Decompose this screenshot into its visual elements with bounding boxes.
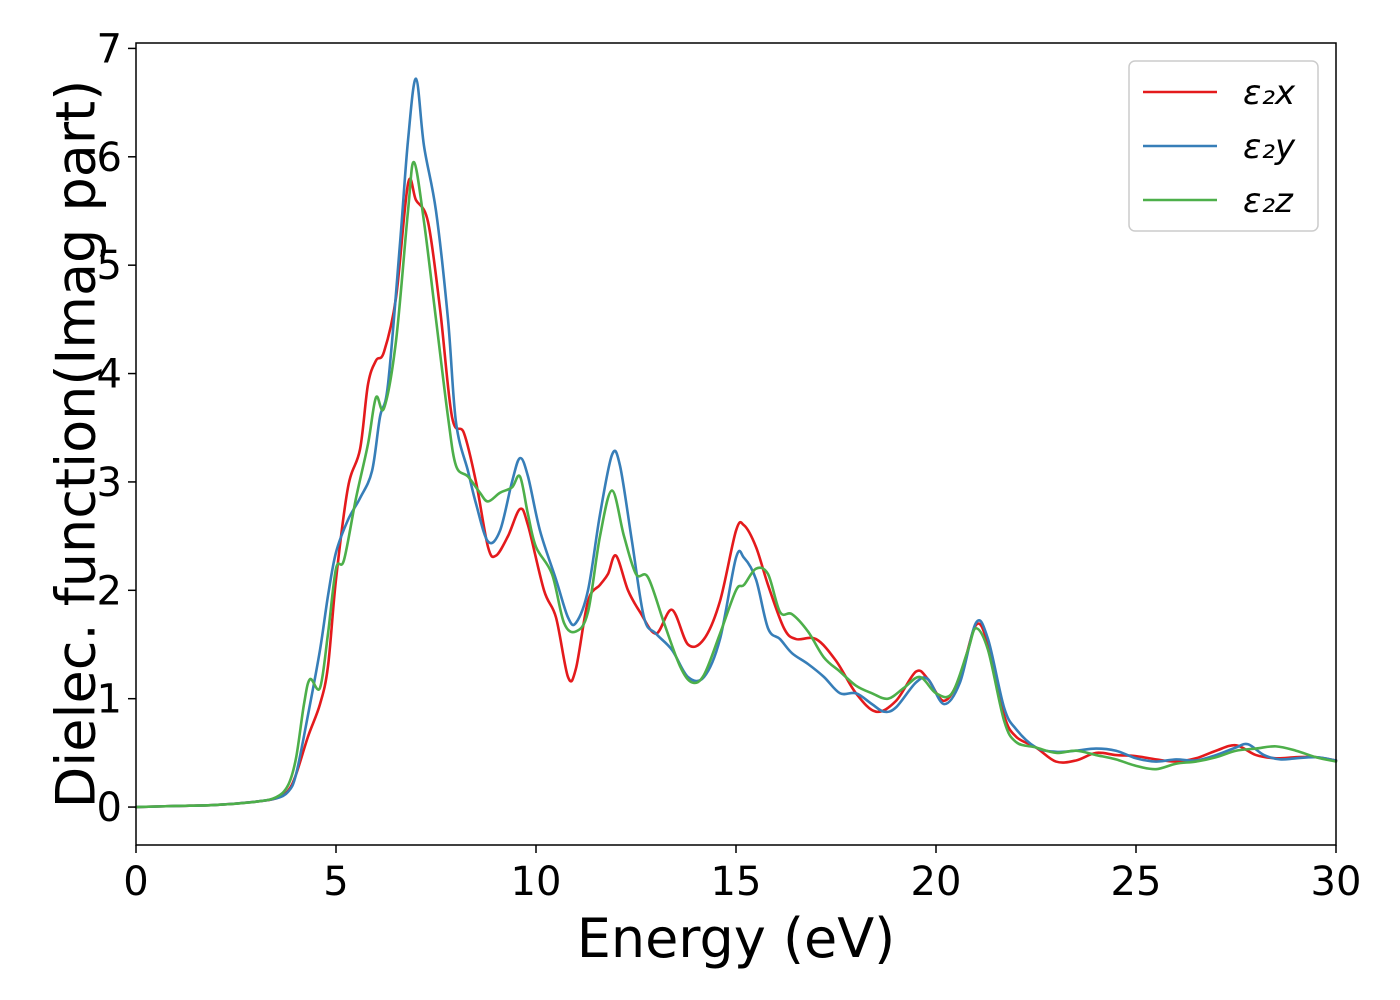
series-group [134,77,1338,809]
x-tick-label: 25 [1111,859,1162,905]
legend-label-2: ε₂y [1243,127,1296,167]
y-tick-label: 2 [97,568,122,614]
y-tick-label: 6 [97,135,122,181]
y-tick-label: 3 [97,460,122,506]
series-line-3 [134,160,1338,809]
x-tick-label: 20 [911,859,962,905]
legend-box [1128,60,1319,232]
plot-area [134,42,1338,846]
y-tick-label: 1 [97,677,122,723]
x-tick-label: 0 [123,859,148,905]
x-tick-label: 30 [1311,859,1362,905]
legend-entries: ε₂x ε₂y ε₂z [1143,73,1296,221]
legend-label-3: ε₂z [1243,181,1294,221]
y-tick-label: 0 [97,785,122,831]
legend-label-1: ε₂x [1243,73,1296,113]
y-tick-label: 5 [97,243,122,289]
y-tick-label: 7 [97,26,122,72]
y-axis-label: Dielec. function(Imag part) [45,80,108,809]
x-tick-label: 10 [511,859,562,905]
x-axis-label: Energy (eV) [577,907,896,970]
legend: ε₂x ε₂y ε₂z [1128,60,1319,232]
x-tick-label: 5 [323,859,348,905]
y-tick-label: 4 [97,352,122,398]
x-tick-label: 15 [711,859,762,905]
y-axis-ticks: 0 1 2 3 4 5 6 7 [97,26,136,831]
x-axis-ticks: 0 5 10 15 20 25 30 [123,845,1361,905]
